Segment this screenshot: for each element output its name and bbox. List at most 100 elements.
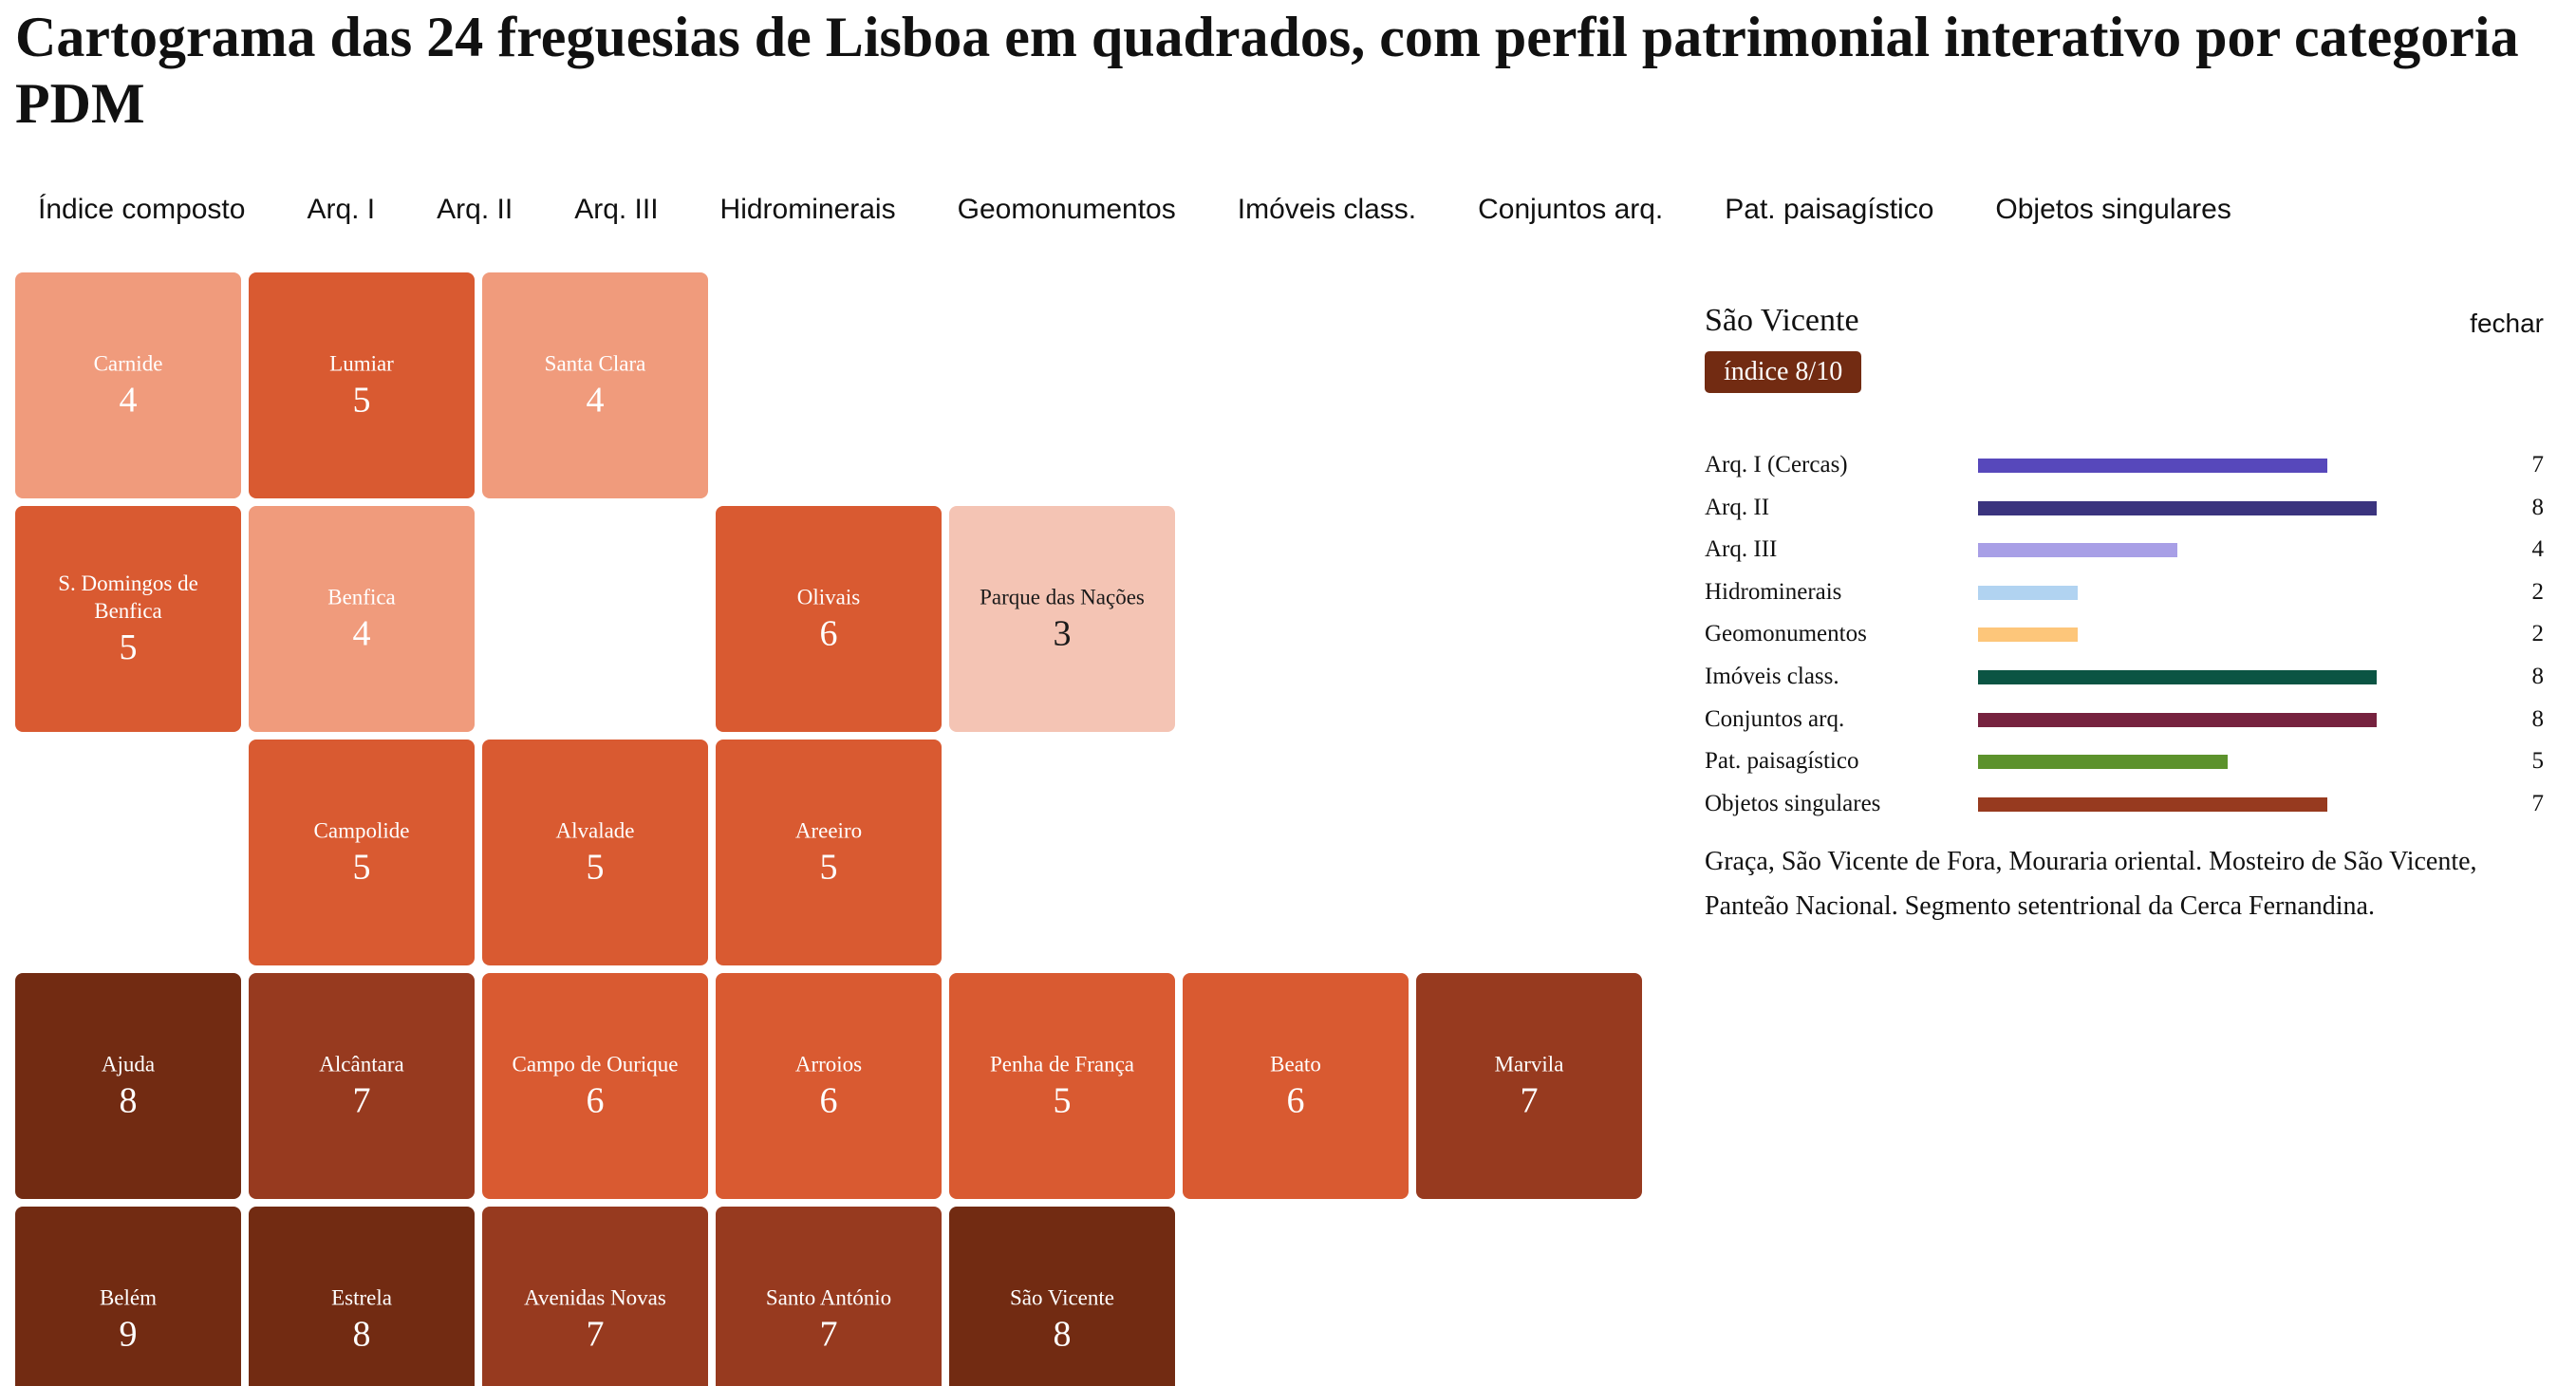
freguesia-tile[interactable]: S. Domingos de Benfica 5 (15, 506, 241, 732)
category-label: Geomonumentos (1705, 621, 1867, 647)
tab-objetos-singulares[interactable]: Objetos singulares (1995, 194, 2231, 225)
tab-geomonumentos[interactable]: Geomonumentos (957, 194, 1176, 225)
category-label: Arq. III (1705, 536, 1778, 563)
tab-imoveis-classificados[interactable]: Imóveis class. (1237, 194, 1417, 225)
category-bar (1978, 500, 2377, 515)
category-row: Pat. paisagístico 5 (1705, 740, 2544, 783)
category-value: 7 (2531, 452, 2545, 478)
freguesia-score: 4 (119, 380, 138, 421)
freguesia-score: 7 (586, 1314, 605, 1355)
detail-title: São Vicente (1705, 303, 1859, 338)
freguesia-tile[interactable]: Areeiro 5 (716, 740, 942, 965)
freguesia-tile[interactable]: Parque das Nações 3 (949, 506, 1175, 732)
freguesia-tile[interactable]: Carnide 4 (15, 272, 241, 498)
freguesia-name: Beato (1270, 1052, 1321, 1077)
freguesia-score: 8 (352, 1314, 371, 1355)
category-bar (1978, 755, 2228, 770)
freguesia-score: 7 (819, 1314, 838, 1355)
freguesia-name: Santo António (765, 1285, 892, 1310)
cartogram-grid: Carnide 4 Lumiar 5 Santa Clara 4 S. Domingos d… (15, 272, 1642, 1386)
freguesia-name: Penha de França (990, 1052, 1134, 1077)
freguesia-tile[interactable]: Penha de França 5 (949, 973, 1175, 1199)
freguesia-score: 3 (1053, 613, 1072, 654)
freguesia-tile[interactable]: Benfica 4 (249, 506, 475, 732)
freguesia-score: 4 (352, 613, 371, 654)
freguesia-tile[interactable]: Alcântara 7 (249, 973, 475, 1199)
category-bar (1978, 669, 2377, 684)
freguesia-score: 4 (586, 380, 605, 421)
freguesia-name: Alcântara (319, 1052, 404, 1077)
tab-indice-composto[interactable]: Índice composto (38, 194, 246, 225)
freguesia-name: Marvila (1494, 1052, 1564, 1077)
freguesia-name: Areeiro (794, 818, 863, 843)
tab-arq-iii[interactable]: Arq. III (574, 194, 659, 225)
freguesia-tile[interactable]: Lumiar 5 (249, 272, 475, 498)
freguesia-score: 5 (352, 847, 371, 888)
freguesia-tile[interactable]: Alvalade 5 (482, 740, 708, 965)
freguesia-name: Ajuda (101, 1052, 156, 1077)
close-button[interactable]: fechar (2470, 309, 2544, 338)
category-value: 8 (2531, 663, 2545, 689)
category-row: Conjuntos arq. 8 (1705, 699, 2544, 741)
category-value: 2 (2531, 621, 2545, 647)
freguesia-score: 5 (119, 627, 138, 667)
freguesia-score: 9 (119, 1314, 138, 1355)
category-value: 8 (2531, 705, 2545, 732)
category-row: Arq. II 8 (1705, 487, 2544, 530)
category-label: Imóveis class. (1705, 663, 1839, 689)
category-label: Pat. paisagístico (1705, 748, 1859, 775)
category-value: 2 (2531, 578, 2545, 605)
category-tabs: Índice composto Arq. I Arq. II Arq. III … (17, 180, 2272, 239)
freguesia-tile[interactable]: Ajuda 8 (15, 973, 241, 1199)
freguesia-name: Alvalade (555, 818, 635, 843)
category-label: Conjuntos arq. (1705, 705, 1845, 732)
tab-conjuntos-arquitetonicos[interactable]: Conjuntos arq. (1478, 194, 1664, 225)
freguesia-tile[interactable]: Santo António 7 (716, 1207, 942, 1386)
freguesia-tile[interactable]: Belém 9 (15, 1207, 241, 1386)
freguesia-name: Santa Clara (544, 351, 646, 376)
freguesia-tile[interactable]: Estrela 8 (249, 1207, 475, 1386)
detail-description: Graça, São Vicente de Fora, Mouraria ori… (1705, 847, 2477, 921)
freguesia-tile[interactable]: Arroios 6 (716, 973, 942, 1199)
freguesia-tile[interactable]: Campo de Ourique 6 (482, 973, 708, 1199)
freguesia-name: Arroios (794, 1052, 863, 1077)
page-title: Cartograma das 24 freguesias de Lisboa e… (15, 6, 2519, 135)
freguesia-score: 6 (586, 1080, 605, 1121)
freguesia-name: Campo de Ourique (512, 1052, 679, 1077)
freguesia-tile[interactable]: Santa Clara 4 (482, 272, 708, 498)
category-row: Imóveis class. 8 (1705, 656, 2544, 699)
tab-patrimonio-paisagistico[interactable]: Pat. paisagístico (1725, 194, 1934, 225)
tab-hidrominerais[interactable]: Hidrominerais (719, 194, 896, 225)
freguesia-tile[interactable]: Campolide 5 (249, 740, 475, 965)
tab-arq-ii[interactable]: Arq. II (437, 194, 513, 225)
index-badge: índice 8/10 (1705, 351, 1862, 393)
tab-arq-i[interactable]: Arq. I (307, 194, 376, 225)
freguesia-tile[interactable]: Marvila 7 (1416, 973, 1642, 1199)
freguesia-name: Olivais (796, 585, 861, 609)
freguesia-score: 5 (819, 847, 838, 888)
category-bar (1978, 585, 2078, 600)
freguesia-tile[interactable]: Avenidas Novas 7 (482, 1207, 708, 1386)
freguesia-name: Carnide (93, 351, 163, 376)
freguesia-score: 8 (119, 1080, 138, 1121)
freguesia-name: Avenidas Novas (524, 1285, 666, 1310)
freguesia-tile[interactable]: São Vicente 8 (949, 1207, 1175, 1386)
category-row: Arq. I (Cercas) 7 (1705, 444, 2544, 487)
category-value: 4 (2531, 536, 2545, 563)
category-value: 5 (2531, 748, 2545, 775)
freguesia-name: Estrela (331, 1285, 392, 1310)
category-label: Arq. I (Cercas) (1705, 452, 1848, 478)
category-bar (1978, 796, 2327, 812)
freguesia-tile[interactable]: Olivais 6 (716, 506, 942, 732)
freguesia-score: 7 (352, 1080, 371, 1121)
freguesia-score: 5 (1053, 1080, 1072, 1121)
freguesia-name: Lumiar (329, 351, 394, 376)
category-row: Objetos singulares 7 (1705, 783, 2544, 826)
category-row: Arq. III 4 (1705, 529, 2544, 571)
freguesia-score: 6 (819, 1080, 838, 1121)
freguesia-name: Campolide (313, 818, 410, 843)
freguesia-tile[interactable]: Beato 6 (1183, 973, 1409, 1199)
category-row: Geomonumentos 2 (1705, 613, 2544, 656)
freguesia-name: Benfica (327, 585, 396, 609)
category-bar (1978, 712, 2377, 727)
